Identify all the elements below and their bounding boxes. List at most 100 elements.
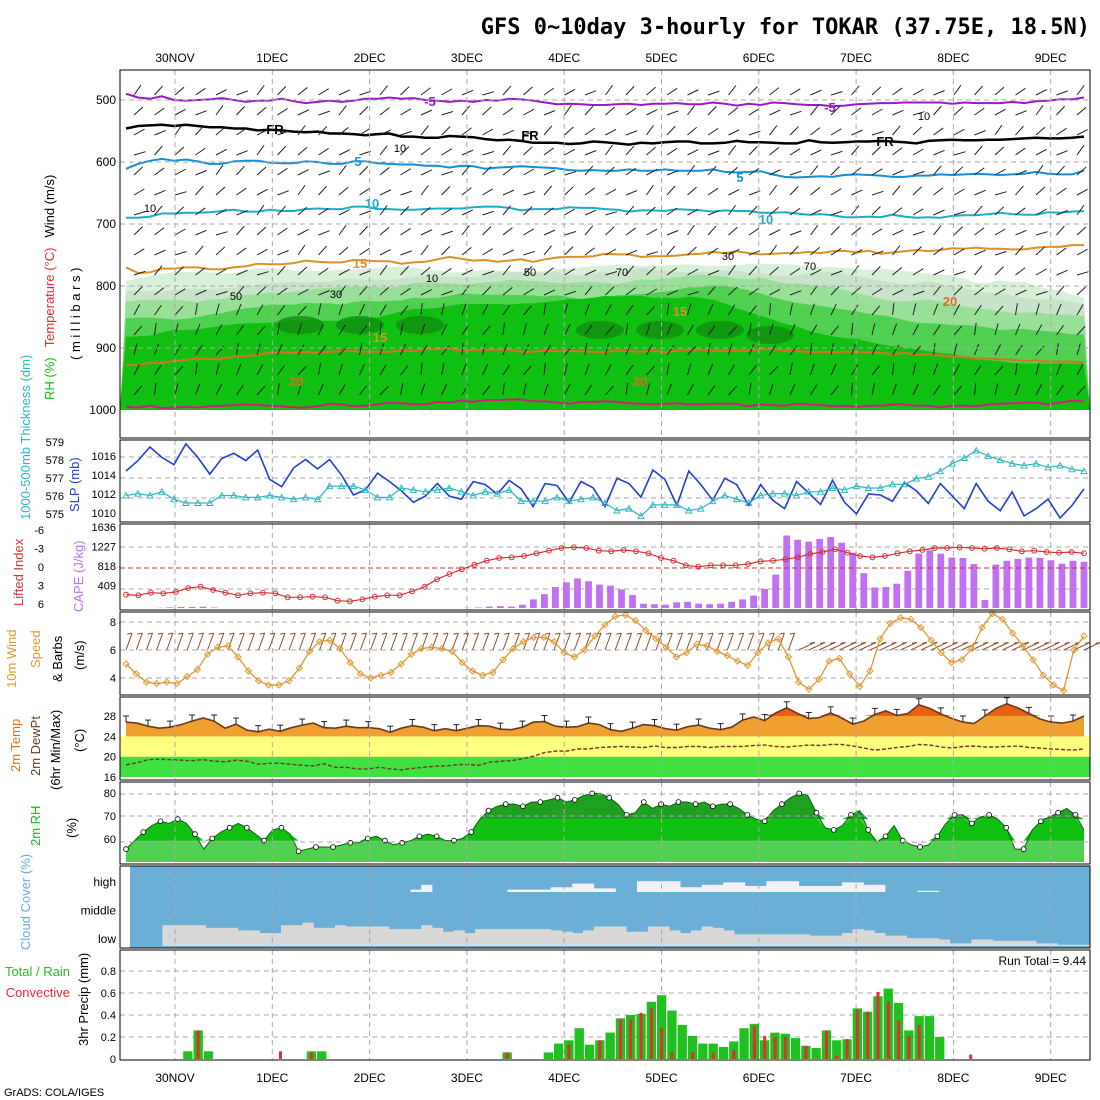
rh-contour-label: 10 [426,273,438,285]
wind-barb [543,147,555,156]
rh2m-ylabel-unit: (%) [64,818,79,838]
wind-barb [953,226,963,236]
wind-barb [994,288,1006,296]
wind-barb [215,363,220,376]
cloud-high-bar [680,887,692,892]
wind-barb [830,226,840,236]
li-marker [297,594,304,601]
wind-barb [523,228,535,236]
wind-barb [912,345,922,356]
slp-tick: 1012 [92,489,116,501]
rh-contour-label: 50 [230,291,242,303]
li-marker [782,556,789,563]
wind-barb [871,343,878,356]
li-marker [247,590,254,597]
wind-barb [912,303,917,316]
thickness-marker [816,487,825,495]
cape-bar [1025,557,1033,608]
wind-barb [420,125,429,136]
wind-barb-flag [493,632,500,635]
wind-barb [461,225,470,236]
wind-barb-10m [961,641,979,651]
wind-barb [584,269,597,276]
wind-barb [851,265,860,276]
wind-barb-flag [718,632,724,635]
wind-barb [379,85,388,96]
cloud-low-bar [1036,943,1048,946]
thickness-marker [924,472,933,480]
wind-barb [687,291,700,296]
wind-barb [277,364,285,376]
wind-speed-marker [468,667,477,675]
precip-total-bar [203,1051,214,1059]
thickness-marker [852,482,861,490]
wind-barb [994,86,1005,96]
wind-barb [441,246,451,256]
temp-band-green [120,756,1090,777]
wind-barb [810,284,818,296]
wind-barb-flag [137,632,143,635]
rh2m-marker [330,844,336,850]
wind-barb [666,147,678,156]
cape-tick: 818 [98,561,116,573]
wind-barb [625,107,637,116]
li-tick: -6 [34,525,44,537]
wind-barb [297,344,305,356]
cloud-low-bar [399,929,411,946]
precip-tick: 0.4 [101,1010,116,1022]
wind-barb [461,105,471,116]
rh2m-marker [520,803,526,810]
wind-speed-marker [397,660,405,668]
cloud-low-bar [475,929,487,946]
wind-barb [154,167,165,176]
li-ylabel: Lifted Index [11,538,26,606]
cloud-low-bar [723,930,735,946]
wind-barb [195,344,203,356]
wind-barb [400,343,407,356]
wind-barb-flag [178,632,184,635]
wind-barb-flag [697,632,703,635]
wind-barb [318,303,322,316]
thickness-marker [265,491,274,499]
wind-barb [1015,110,1027,116]
wind-barb [953,343,958,356]
precip-conv-bar [567,1044,571,1059]
wind-barb [215,303,220,316]
cloud-low-bar [604,926,616,946]
li-marker [135,592,142,599]
wind-barb [687,126,698,136]
wind-barb [830,106,840,116]
wind-barb-flag [483,632,489,635]
wind-barb [728,85,737,96]
cape-bar [596,584,603,608]
wind-barb [564,171,577,176]
rh2m-marker [295,848,302,855]
wind-barb [1035,324,1043,336]
wind-barb [728,145,737,156]
li-marker [409,588,416,595]
wind-barb [400,130,413,136]
wind-barb [687,149,699,156]
wind-barb [420,147,431,156]
wind-barb [1015,170,1027,176]
wind-speed-marker [356,670,365,678]
wind-barb [646,109,658,116]
wind-speed-marker [132,670,140,678]
wind-barb [133,106,144,116]
wind-barb [236,127,247,136]
wind-barb [912,230,925,236]
li-marker [1031,547,1038,554]
li-tick: 0 [38,562,44,574]
wind-barb [912,111,925,116]
wind-barb [277,250,289,256]
wind-barb [994,305,1004,316]
wind-barb [338,186,349,196]
thickness-marker [565,497,573,505]
thickness-marker [756,491,765,499]
cape-bar [772,574,780,608]
cloud-low-bar [917,938,929,946]
wind-barb [318,207,329,216]
cloud-low-bar [334,925,347,946]
